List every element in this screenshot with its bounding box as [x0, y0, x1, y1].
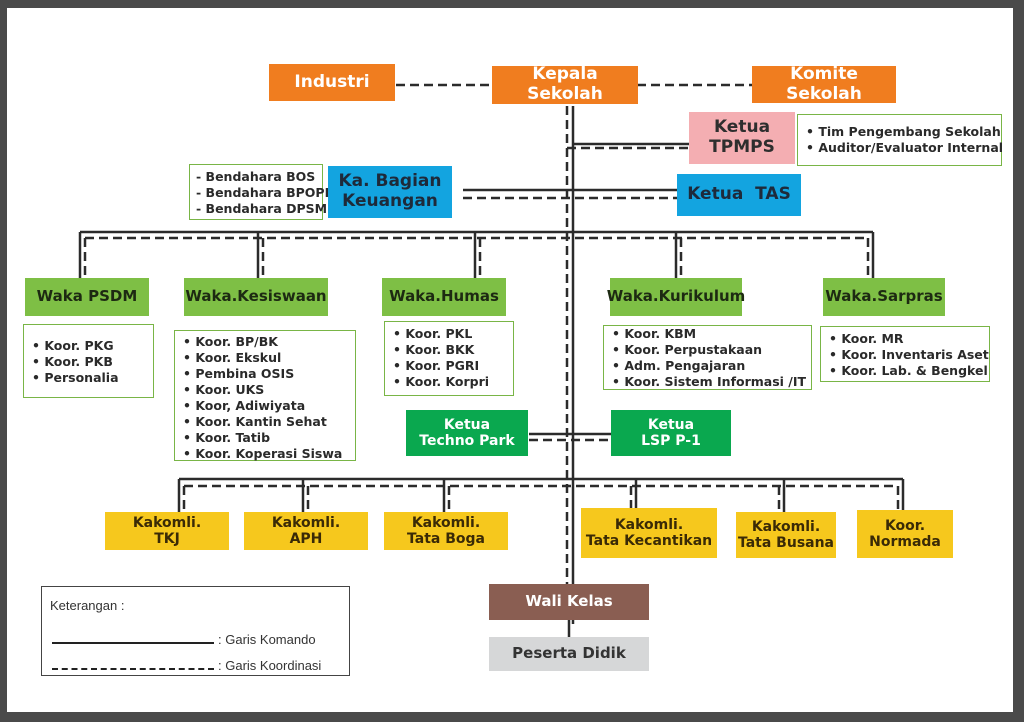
- list-item: • Pembina OSIS: [183, 366, 295, 381]
- waka-kesiswaan-box: Waka.Kesiswaan: [184, 278, 328, 316]
- list-item: • Auditor/Evaluator Internal: [806, 140, 1004, 155]
- waka-psdm-box: Waka PSDM: [25, 278, 149, 316]
- industri-box: Industri: [269, 64, 395, 101]
- list-item: • Koor. BKK: [393, 342, 475, 357]
- ketua-tpmps-label: Ketua TPMPS: [709, 117, 775, 157]
- waka-kurikulum-label: Waka.Kurikulum: [606, 287, 746, 306]
- list-item: - Bendahara DPSM: [196, 201, 328, 216]
- peserta-didik-label: Peserta Didik: [512, 644, 626, 663]
- humas-list: • Koor. PKL • Koor. BKK • Koor. PGRI • K…: [384, 321, 514, 396]
- list-item: • Adm. Pengajaran: [612, 358, 746, 373]
- list-item: • Koor. Lab. & Bengkel: [829, 363, 988, 378]
- list-item: • Koor. Sistem Informasi /IT: [612, 374, 807, 389]
- list-item: • Koor. PKB: [32, 354, 113, 369]
- legend: Keterangan : : Garis Komando : Garis Koo…: [41, 586, 350, 676]
- waka-psdm-label: Waka PSDM: [36, 287, 138, 306]
- kakomli-tata-kecantikan-label: Kakomli. Tata Kecantikan: [585, 516, 713, 549]
- kakomli-tata-busana-label: Kakomli. Tata Busana: [737, 518, 835, 551]
- keuangan-list: - Bendahara BOS - Bendahara BPOPP - Bend…: [189, 164, 334, 220]
- ketua-techno-park-label: Ketua Techno Park: [419, 416, 515, 449]
- industri-label: Industri: [294, 71, 370, 92]
- kurikulum-list: • Koor. KBM • Koor. Perpustakaan • Adm. …: [603, 325, 812, 390]
- sarpras-list: • Koor. MR • Koor. Inventaris Aset • Koo…: [820, 326, 990, 382]
- kesiswaan-list: • Koor. BP/BK • Koor. Ekskul • Pembina O…: [174, 330, 356, 461]
- ketua-techno-park-box: Ketua Techno Park: [406, 410, 528, 456]
- kakomli-tata-boga-box: Kakomli. Tata Boga: [384, 512, 508, 550]
- list-item: - Bendahara BOS: [196, 169, 316, 184]
- kakomli-tata-busana-box: Kakomli. Tata Busana: [736, 512, 836, 558]
- list-item: • Koor. PKG: [32, 338, 114, 353]
- kepala-sekolah-box: Kepala Sekolah: [492, 64, 638, 104]
- legend-solid-label: : Garis Komando: [218, 632, 316, 647]
- legend-solid-line: [52, 642, 214, 644]
- koor-normada-box: Koor. Normada: [857, 510, 953, 558]
- wali-kelas-label: Wali Kelas: [525, 592, 613, 611]
- ketua-lsp-label: Ketua LSP P-1: [641, 416, 701, 449]
- waka-sarpras-box: Waka.Sarpras: [823, 278, 945, 316]
- kakomli-tata-boga-label: Kakomli. Tata Boga: [407, 514, 485, 547]
- ketua-tas-box: Ketua TAS: [677, 174, 801, 216]
- waka-sarpras-label: Waka.Sarpras: [825, 287, 943, 306]
- list-item: • Koor. KBM: [612, 326, 697, 341]
- list-item: • Koor. PGRI: [393, 358, 480, 373]
- koor-normada-label: Koor. Normada: [869, 517, 941, 550]
- kakomli-tata-kecantikan-box: Kakomli. Tata Kecantikan: [581, 508, 717, 558]
- list-item: • Koor. Inventaris Aset: [829, 347, 989, 362]
- ketua-tas-label: Ketua TAS: [687, 184, 791, 205]
- ka-bagian-keuangan-box: Ka. Bagian Keuangan: [328, 166, 452, 218]
- komite-sekolah-box: Komite Sekolah: [752, 63, 896, 104]
- list-item: • Personalia: [32, 370, 119, 385]
- legend-dashed-line: [52, 668, 214, 670]
- waka-humas-label: Waka.Humas: [389, 287, 499, 306]
- kakomli-aph-label: Kakomli. APH: [271, 514, 341, 547]
- kakomli-tkj-box: Kakomli. TKJ: [105, 512, 229, 550]
- list-item: • Koor, Adiwiyata: [183, 398, 306, 413]
- ketua-lsp-box: Ketua LSP P-1: [611, 410, 731, 456]
- list-item: • Tim Pengembang Sekolah: [806, 124, 1001, 139]
- legend-dashed-label: : Garis Koordinasi: [218, 658, 322, 673]
- list-item: • Koor. Ekskul: [183, 350, 282, 365]
- list-item: • Koor. Tatib: [183, 430, 271, 445]
- list-item: • Koor. MR: [829, 331, 904, 346]
- waka-kesiswaan-label: Waka.Kesiswaan: [185, 287, 327, 306]
- list-item: - Bendahara BPOPP: [196, 185, 334, 200]
- ketua-tpmps-box: Ketua TPMPS: [689, 112, 795, 164]
- org-chart: Industri Kepala Sekolah Komite Sekolah K…: [7, 8, 1013, 712]
- list-item: • Koor. PKL: [393, 326, 473, 341]
- list-item: • Koor. Koperasi Siswa: [183, 446, 343, 461]
- waka-kurikulum-box: Waka.Kurikulum: [607, 278, 745, 316]
- komite-sekolah-label: Komite Sekolah: [786, 63, 862, 104]
- waka-humas-box: Waka.Humas: [382, 278, 506, 316]
- tpmps-list: • Tim Pengembang Sekolah • Auditor/Evalu…: [797, 114, 1004, 166]
- ka-bagian-keuangan-label: Ka. Bagian Keuangan: [338, 171, 442, 211]
- connector-lines: [78, 83, 905, 637]
- legend-title: Keterangan :: [50, 598, 125, 613]
- list-item: • Koor. Perpustakaan: [612, 342, 763, 357]
- kakomli-tkj-label: Kakomli. TKJ: [132, 514, 202, 547]
- kakomli-aph-box: Kakomli. APH: [244, 512, 368, 550]
- list-item: • Koor. Kantin Sehat: [183, 414, 327, 429]
- kepala-sekolah-label: Kepala Sekolah: [527, 64, 603, 104]
- list-item: • Koor. Korpri: [393, 374, 490, 389]
- peserta-didik-box: Peserta Didik: [489, 637, 649, 671]
- psdm-list: • Koor. PKG • Koor. PKB • Personalia: [23, 324, 154, 398]
- list-item: • Koor. UKS: [183, 382, 265, 397]
- wali-kelas-box: Wali Kelas: [489, 584, 649, 620]
- list-item: • Koor. BP/BK: [183, 334, 278, 349]
